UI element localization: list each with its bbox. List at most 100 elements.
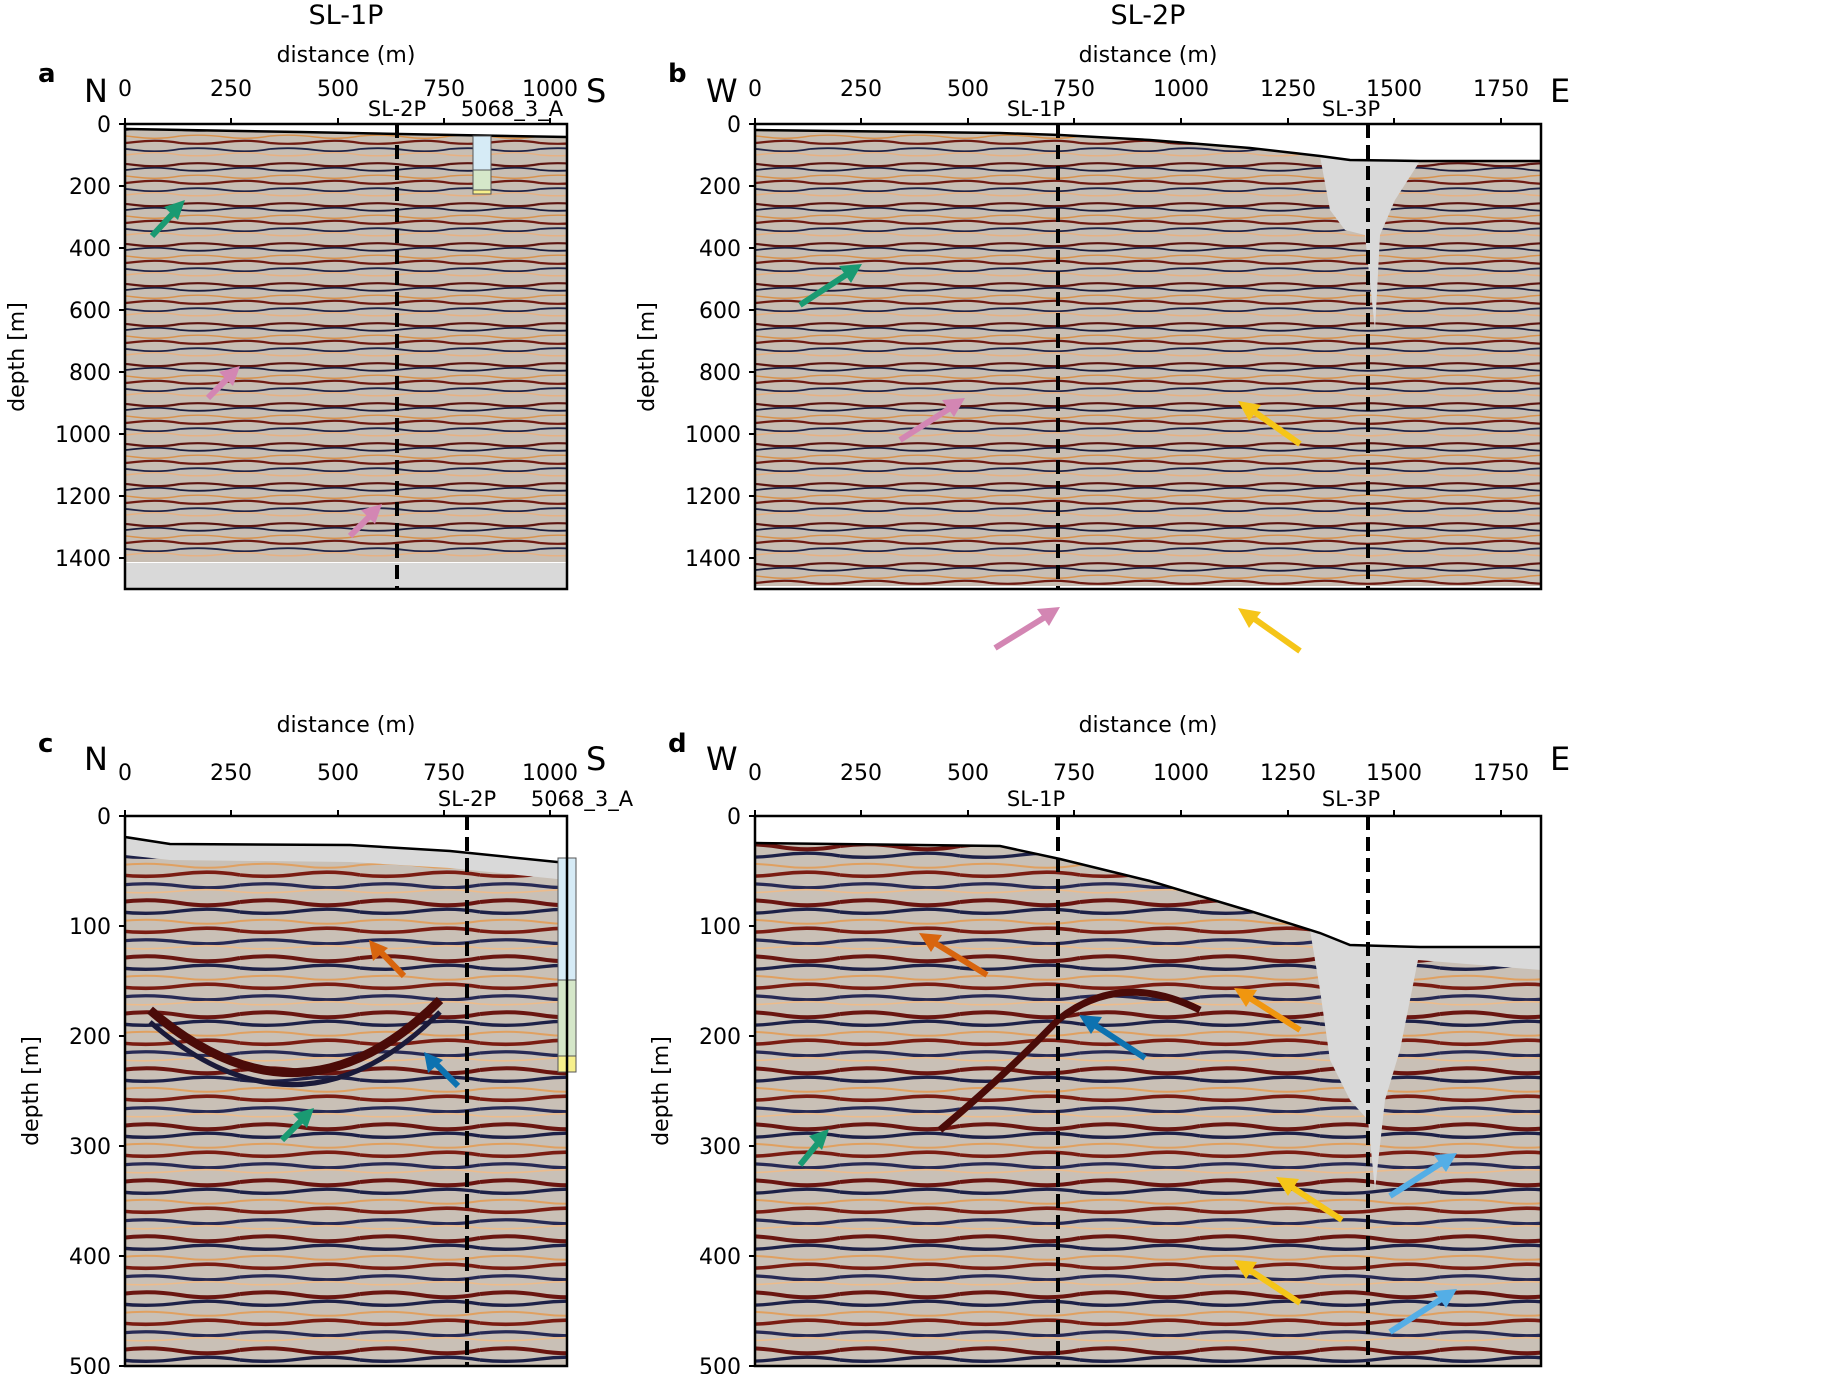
- xlabel-c: distance (m): [277, 713, 416, 738]
- dir-left-c: N: [84, 740, 108, 778]
- y-tick-b-3: 600: [699, 299, 741, 324]
- y-tick-c-1: 100: [69, 915, 111, 940]
- x-tick-c-0: 0: [118, 761, 132, 786]
- x-tick-a-3: 750: [423, 77, 465, 102]
- seismic-section-a: [125, 130, 567, 562]
- y-tick-b-7: 1400: [685, 547, 741, 572]
- y-axis-c: 0 100 200 300 400 500: [69, 805, 111, 1374]
- y-tick-a-0: 0: [97, 113, 111, 138]
- y-tick-a-7: 1400: [55, 547, 111, 572]
- marker-label-sl3p-b: SL-3P: [1322, 97, 1380, 121]
- marker-label-sl3p-d: SL-3P: [1322, 787, 1380, 811]
- well-label-c: 5068_3_A: [531, 787, 634, 812]
- xlabel-d: distance (m): [1079, 713, 1218, 738]
- arrow-orange-d-2: [1234, 988, 1257, 1007]
- y-tick-d-0: 0: [727, 805, 741, 830]
- y-tick-c-5: 500: [69, 1355, 111, 1374]
- y-tick-d-3: 300: [699, 1135, 741, 1160]
- x-tick-c-3: 750: [423, 761, 465, 786]
- ylabel-b: depth [m]: [635, 302, 660, 412]
- y-tick-a-3: 600: [69, 299, 111, 324]
- x-tick-b-6: 1500: [1366, 77, 1422, 102]
- panel-b: b distance (m) W E SL-1P SL-3P 0 250 500…: [635, 43, 1570, 654]
- y-tick-a-5: 1000: [55, 423, 111, 448]
- y-tick-a-2: 400: [69, 237, 111, 262]
- x-tick-d-5: 1250: [1260, 761, 1316, 786]
- dir-left-b: W: [706, 72, 738, 110]
- x-tick-d-4: 1000: [1153, 761, 1209, 786]
- y-axis-b: 0 200 400 600 800 1000 1200 1400: [685, 113, 741, 572]
- water-column-d: [755, 816, 1541, 947]
- arrow-green-c: [293, 1108, 314, 1128]
- seismic-section-b: [755, 130, 1541, 586]
- arrow-green-a: [164, 200, 185, 220]
- marker-label-sl2p-a: SL-2P: [368, 97, 426, 121]
- well-log-a: [472, 135, 492, 195]
- x-tick-b-7: 1750: [1473, 77, 1529, 102]
- y-tick-a-4: 800: [69, 361, 111, 386]
- dome-reflector-d: [937, 988, 1202, 1133]
- y-tick-b-5: 1000: [685, 423, 741, 448]
- panel-label-a: a: [38, 59, 56, 89]
- y-tick-b-1: 200: [699, 175, 741, 200]
- dir-right-c: S: [586, 740, 606, 778]
- dir-right-d: E: [1550, 740, 1570, 778]
- dir-left-d: W: [706, 740, 738, 778]
- x-tick-a-0: 0: [118, 77, 132, 102]
- xlabel-a: distance (m): [277, 43, 416, 68]
- xlabel-b: distance (m): [1079, 43, 1218, 68]
- water-column-b: [755, 124, 1541, 161]
- y-tick-d-1: 100: [699, 915, 741, 940]
- seafloor-c: [124, 835, 568, 865]
- x-tick-b-4: 1000: [1153, 77, 1209, 102]
- frame-d: [753, 814, 1543, 1368]
- y-tick-c-2: 200: [69, 1025, 111, 1050]
- arrow-yellow-d-1: [1276, 1177, 1299, 1196]
- arrow-green-d: [809, 1129, 829, 1150]
- frame-b: [753, 122, 1543, 591]
- panel-label-d: d: [668, 729, 687, 759]
- y-tick-b-0: 0: [727, 113, 741, 138]
- y-axis-d: 0 100 200 300 400 500: [699, 805, 741, 1374]
- panel-a: a distance (m) N S SL-2P 5068_3_A 0 250 …: [5, 43, 606, 591]
- dir-left-a: N: [84, 72, 108, 110]
- y-axis-a: 0 200 400 600 800 1000 1200 1400: [55, 113, 111, 572]
- panel-d: d distance (m) W E SL-1P SL-3P 0 250 500…: [649, 713, 1570, 1374]
- arrow-green-b: [839, 264, 862, 283]
- panel-label-b: b: [668, 59, 687, 89]
- dir-right-a: S: [586, 72, 606, 110]
- channel-reflector-c: [147, 996, 444, 1077]
- y-tick-a-1: 200: [69, 175, 111, 200]
- nodata-a: [125, 563, 567, 589]
- x-axis-d: 0 250 500 750 1000 1250 1500 1750: [748, 761, 1529, 786]
- ylabel-a: depth [m]: [5, 302, 30, 412]
- y-tick-a-6: 1200: [55, 485, 111, 510]
- dir-right-b: E: [1550, 72, 1570, 110]
- seafloor-b: [754, 128, 1541, 163]
- marker-label-sl1p-d: SL-1P: [1007, 787, 1065, 811]
- arrow-yellow-b-1: [1238, 401, 1261, 421]
- x-axis-b: 0 250 500 750 1000 1250 1500 1750: [748, 77, 1529, 102]
- x-tick-d-6: 1500: [1366, 761, 1422, 786]
- panel-c: c distance (m) N S SL-2P 5068_3_A 0 250 …: [19, 713, 634, 1374]
- x-tick-d-0: 0: [748, 761, 762, 786]
- y-tick-d-4: 400: [699, 1245, 741, 1270]
- y-tick-d-5: 500: [699, 1355, 741, 1374]
- x-tick-c-2: 500: [317, 761, 359, 786]
- arrow-lightblue-d-1: [1434, 1153, 1457, 1172]
- title-sl1p: SL-1P: [309, 0, 384, 31]
- x-tick-a-2: 500: [317, 77, 359, 102]
- x-axis-a: 0 250 500 750 1000: [118, 77, 578, 102]
- x-tick-d-3: 750: [1053, 761, 1095, 786]
- y-tick-c-3: 300: [69, 1135, 111, 1160]
- x-tick-c-4: 1000: [522, 761, 578, 786]
- x-tick-a-1: 250: [210, 77, 252, 102]
- y-tick-b-4: 800: [699, 361, 741, 386]
- marker-label-sl1p-b: SL-1P: [1007, 97, 1065, 121]
- title-sl2p: SL-2P: [1111, 0, 1186, 31]
- x-tick-d-2: 500: [947, 761, 989, 786]
- arrow-pink-a-2: [361, 504, 382, 524]
- y-tick-d-2: 200: [699, 1025, 741, 1050]
- y-tick-b-6: 1200: [685, 485, 741, 510]
